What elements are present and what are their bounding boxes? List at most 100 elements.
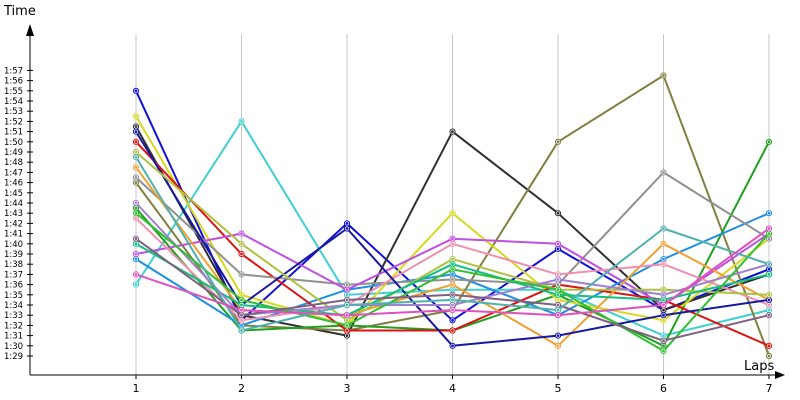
series-20-point-center-2 bbox=[240, 308, 243, 312]
y-tick-label-1-38: 1:38 bbox=[4, 260, 23, 270]
y-tick-label-1-35: 1:35 bbox=[4, 291, 23, 301]
series-2-point-center-2 bbox=[240, 120, 243, 123]
series-9-point-center-4 bbox=[451, 278, 454, 281]
series-15-point-center-1 bbox=[134, 242, 138, 246]
series-18-point-center-2 bbox=[240, 313, 243, 317]
series-2-point-center-6 bbox=[662, 334, 665, 337]
series-8-point-center-2 bbox=[240, 252, 243, 256]
series-19-point-center-4 bbox=[451, 298, 454, 302]
series-18-point-center-5 bbox=[556, 303, 560, 307]
series-10-point-center-4 bbox=[451, 237, 454, 241]
series-12-point-center-1 bbox=[134, 216, 138, 220]
series-19-point-center-2 bbox=[240, 329, 243, 332]
series-6-point-center-2 bbox=[240, 324, 243, 327]
y-tick-label-1-44: 1:44 bbox=[4, 199, 23, 209]
series-7-point-center-2 bbox=[240, 293, 243, 297]
series-15-point-center-7 bbox=[767, 273, 771, 276]
y-tick-label-1-53: 1:53 bbox=[4, 107, 23, 117]
series-8-point-center-3 bbox=[345, 329, 349, 332]
series-6-point-center-6 bbox=[662, 257, 665, 261]
series-18-point-center-3 bbox=[345, 298, 349, 302]
series-15-point-center-2 bbox=[240, 303, 243, 307]
series-10-point-center-2 bbox=[240, 232, 243, 236]
series-18-point-center-6 bbox=[662, 339, 665, 343]
y-tick-label-1-51: 1:51 bbox=[4, 128, 23, 138]
series-20-point-center-4 bbox=[451, 308, 454, 312]
series-19-point-center-3 bbox=[345, 303, 349, 307]
series-12-point-center-2 bbox=[240, 318, 243, 322]
y-tick-label-1-50: 1:50 bbox=[4, 138, 23, 148]
y-tick-label-1-32: 1:32 bbox=[4, 321, 23, 331]
series-18-point-center-4 bbox=[451, 293, 454, 297]
series-19-point-center-7 bbox=[767, 262, 771, 266]
series-17-point-center-2 bbox=[240, 298, 243, 302]
series-6-point-center-4 bbox=[451, 273, 454, 276]
series-13-point-center-6 bbox=[662, 313, 665, 317]
series-10-point-center-1 bbox=[134, 252, 138, 256]
y-axis-title: Time bbox=[3, 4, 36, 19]
series-16-point-center-4 bbox=[451, 303, 454, 307]
series-13-point-center-1 bbox=[134, 130, 138, 134]
y-tick-label-1-48: 1:48 bbox=[4, 158, 23, 168]
axes: Time Laps bbox=[3, 4, 785, 379]
y-tick-label-1-47: 1:47 bbox=[4, 168, 23, 178]
series-17-point-center-5 bbox=[556, 288, 560, 292]
series-3-point-center-6 bbox=[662, 308, 665, 312]
series-12-point-center-6 bbox=[662, 262, 665, 266]
series-14-point-center-6 bbox=[662, 288, 665, 292]
y-tick-label-1-36: 1:36 bbox=[4, 281, 23, 291]
series-3-point-center-3 bbox=[345, 334, 349, 337]
y-tick-label-1-56: 1:56 bbox=[4, 77, 23, 87]
series-3-point-center-4 bbox=[451, 130, 454, 134]
y-tick-label-1-54: 1:54 bbox=[4, 97, 23, 107]
series-18-point-center-1 bbox=[134, 237, 138, 241]
series-19 bbox=[132, 154, 773, 334]
x-tick-label-1: 1 bbox=[133, 382, 140, 395]
y-tick-label-1-55: 1:55 bbox=[4, 87, 23, 97]
y-tick-label-1-43: 1:43 bbox=[4, 209, 23, 219]
series-6-point-center-1 bbox=[134, 257, 138, 261]
x-axis-title: Laps bbox=[744, 359, 774, 374]
series-14-point-center-2 bbox=[240, 242, 243, 246]
series-10-point-center-3 bbox=[345, 288, 349, 292]
series-4-point-center-1 bbox=[134, 181, 138, 185]
series-5-point-center-1 bbox=[134, 206, 138, 210]
series-2-point-center-7 bbox=[767, 308, 771, 312]
series-7-point-center-1 bbox=[134, 114, 138, 118]
series-20 bbox=[132, 225, 773, 319]
series-1-point-center-4 bbox=[451, 318, 454, 322]
y-tick-label-1-45: 1:45 bbox=[4, 189, 23, 199]
series-13-point-center-3 bbox=[345, 227, 349, 230]
y-tick-label-1-46: 1:46 bbox=[4, 179, 23, 189]
y-tick-label-1-31: 1:31 bbox=[4, 332, 23, 342]
series-4-point-center-7 bbox=[767, 354, 771, 358]
series-11-point-center-5 bbox=[556, 344, 560, 348]
series-3-point-center-1 bbox=[134, 125, 138, 128]
y-tick-label-1-33: 1:33 bbox=[4, 311, 23, 321]
y-axis-arrow bbox=[26, 24, 34, 36]
y-tick-label-1-34: 1:34 bbox=[4, 301, 23, 311]
series-8-point-center-1 bbox=[134, 140, 138, 144]
y-tick-label-1-57: 1:57 bbox=[4, 66, 23, 76]
series-11-point-center-1 bbox=[134, 165, 138, 169]
series-15-point-center-5 bbox=[556, 293, 560, 297]
series-12-point-center-5 bbox=[556, 273, 560, 276]
x-tick-label-2: 2 bbox=[238, 382, 245, 395]
series-7-point-center-6 bbox=[662, 318, 665, 322]
series-14-point-center-1 bbox=[134, 150, 138, 154]
series-7-point-center-4 bbox=[451, 211, 454, 215]
series-6-point-center-7 bbox=[767, 211, 771, 215]
y-tick-label-1-29: 1:29 bbox=[4, 352, 23, 362]
y-tick-label-1-42: 1:42 bbox=[4, 219, 23, 229]
x-axis-arrow bbox=[775, 371, 785, 379]
series-16-point-center-1 bbox=[134, 201, 138, 205]
series-16-point-center-6 bbox=[662, 293, 665, 297]
series-11-point-center-6 bbox=[662, 242, 665, 246]
series-12-point-center-7 bbox=[767, 303, 771, 307]
series-2-point-center-1 bbox=[134, 283, 138, 286]
series-4-point-center-6 bbox=[662, 74, 665, 77]
series-19-point-center-6 bbox=[662, 227, 665, 230]
tick-labels: 1 2 3 4 5 6 71:291:301:311:321:331:341:351:361… bbox=[4, 66, 773, 395]
